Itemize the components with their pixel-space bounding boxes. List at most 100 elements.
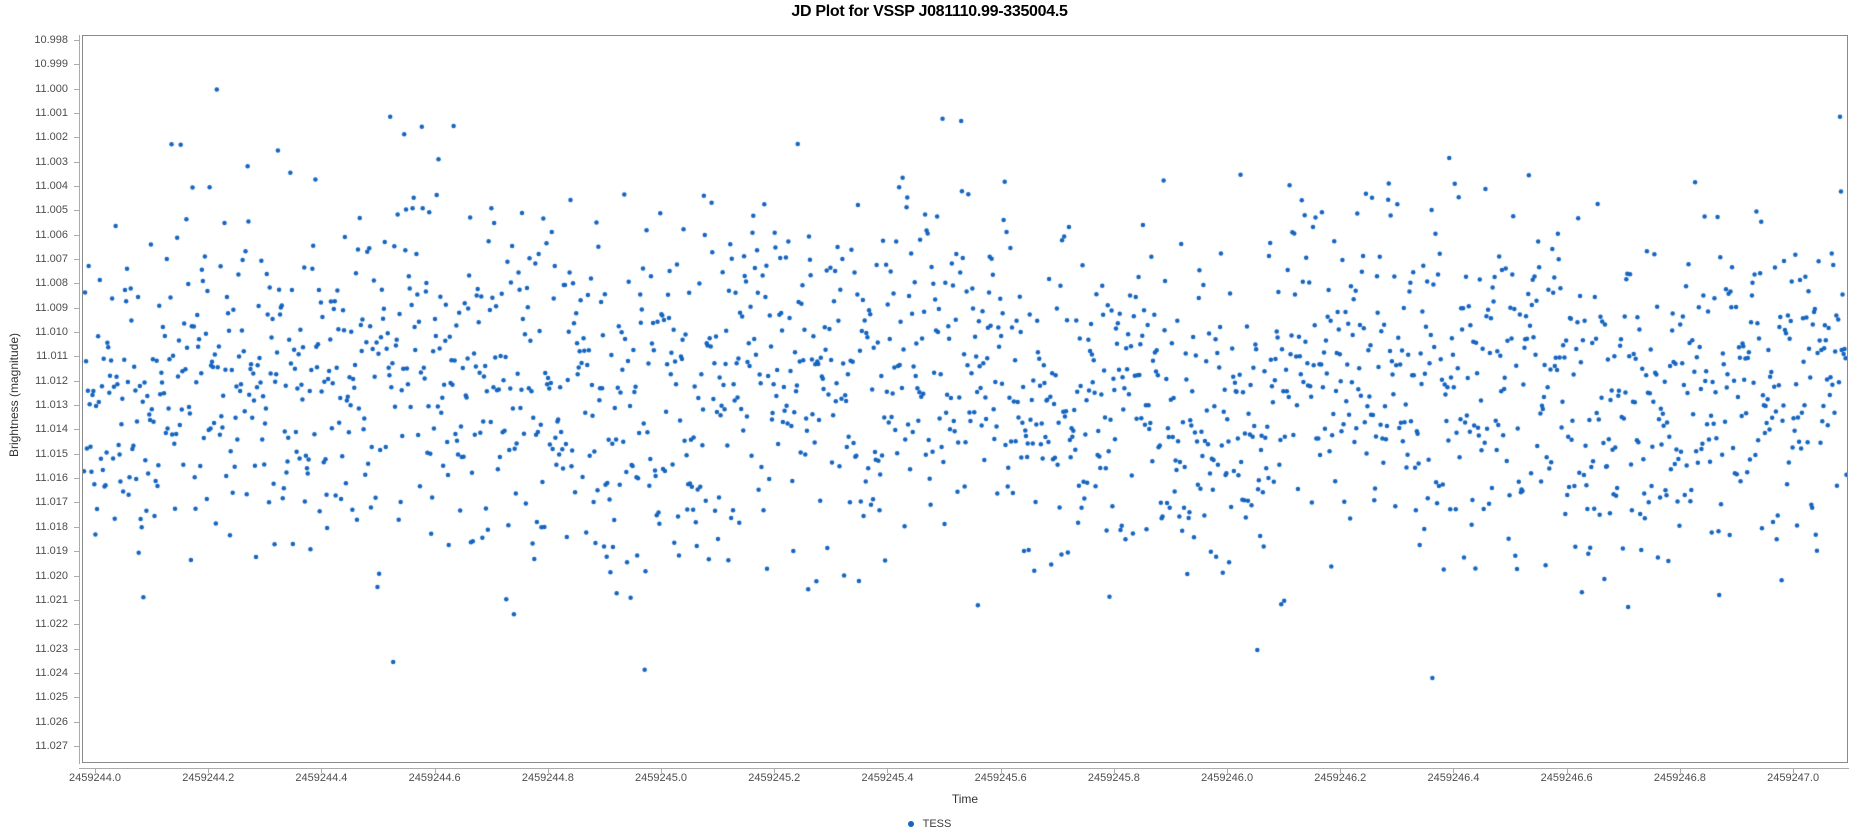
x-tick-mark <box>774 768 776 773</box>
x-tick-label: 2459245.4 <box>861 772 914 784</box>
x-tick-label: 2459246.8 <box>1653 772 1706 784</box>
y-tick-mark <box>74 429 79 431</box>
y-tick-mark <box>74 259 79 260</box>
x-tick-mark <box>1566 768 1568 773</box>
y-tick-label: 11.006 <box>35 228 68 241</box>
y-tick-mark <box>74 380 79 382</box>
x-tick-mark <box>1453 768 1455 773</box>
y-tick-mark <box>74 697 79 699</box>
x-tick-mark <box>208 768 210 773</box>
x-tick-label: 2459245.2 <box>748 772 801 784</box>
y-tick-label: 11.011 <box>35 350 68 363</box>
legend: TESS <box>0 818 1859 830</box>
x-tick-label: 2459245.0 <box>635 772 688 784</box>
y-tick-mark <box>74 478 79 480</box>
legend-label-tess: TESS <box>922 818 952 830</box>
y-tick-label: 11.019 <box>35 545 68 558</box>
x-tick-mark <box>434 768 436 773</box>
y-tick-mark <box>74 599 79 601</box>
y-tick-mark <box>74 185 79 187</box>
y-tick-mark <box>74 721 79 723</box>
y-tick-label: 11.012 <box>35 374 68 387</box>
y-tick-label: 11.015 <box>35 447 68 460</box>
y-tick-label: 11.005 <box>35 204 68 217</box>
y-tick-label: 11.000 <box>35 82 68 95</box>
y-tick-label: 11.023 <box>35 642 68 655</box>
y-tick-mark <box>74 672 79 674</box>
y-tick-label: 11.008 <box>35 277 68 290</box>
y-tick-mark <box>74 551 79 553</box>
x-tick-mark <box>1679 768 1681 773</box>
y-tick-mark <box>74 307 79 309</box>
y-tick-label: 11.016 <box>35 472 68 485</box>
y-tick-mark <box>74 112 79 114</box>
y-tick-label: 11.003 <box>35 155 68 168</box>
x-tick-label: 2459244.0 <box>69 772 122 784</box>
y-tick-mark <box>74 234 79 236</box>
x-tick-mark <box>1113 768 1115 773</box>
y-tick-label: 11.018 <box>35 520 68 533</box>
y-tick-label: 11.007 <box>35 253 68 265</box>
x-tick-mark <box>1227 768 1229 773</box>
y-tick-mark <box>74 210 79 212</box>
x-tick-label: 2459244.8 <box>521 772 574 784</box>
x-tick-label: 2459244.4 <box>295 772 348 784</box>
x-axis-title: Time <box>951 792 979 806</box>
y-tick-mark <box>74 453 79 455</box>
x-tick-mark <box>1793 768 1795 773</box>
y-tick-label: 11.009 <box>35 301 68 314</box>
y-tick-mark <box>74 88 79 90</box>
plot-area <box>82 35 1848 763</box>
x-tick-mark <box>1000 768 1002 773</box>
y-tick-mark <box>74 39 79 41</box>
y-tick-label: 11.024 <box>35 666 68 679</box>
x-tick-mark <box>1340 768 1342 773</box>
x-tick-mark <box>661 768 663 773</box>
chart-title: JD Plot for VSSP J081110.99-335004.5 <box>791 3 1068 20</box>
x-tick-label: 2459245.6 <box>974 772 1027 784</box>
y-tick-label: 11.010 <box>35 326 68 339</box>
x-tick-mark <box>547 768 549 773</box>
scatter-points-canvas <box>83 36 1847 762</box>
x-tick-label: 2459244.2 <box>182 772 235 784</box>
x-tick-label: 2459247.0 <box>1767 772 1820 784</box>
y-tick-label: 11.013 <box>35 399 68 412</box>
tess-series-marker-icon <box>907 821 914 827</box>
y-tick-mark <box>74 575 79 577</box>
y-tick-mark <box>74 745 79 747</box>
y-tick-mark <box>74 502 79 504</box>
y-tick-mark <box>74 332 79 334</box>
y-tick-label: 10.999 <box>34 58 68 71</box>
y-tick-label: 11.026 <box>35 715 68 728</box>
x-tick-label: 2459245.8 <box>1087 772 1140 784</box>
y-tick-mark <box>74 624 79 626</box>
x-axis-line <box>79 768 1849 769</box>
y-tick-mark <box>74 405 79 407</box>
y-tick-label: 11.022 <box>35 618 68 631</box>
y-tick-mark <box>74 283 79 285</box>
y-tick-mark <box>74 161 79 163</box>
y-tick-label: 11.017 <box>35 496 68 509</box>
y-tick-label: 11.014 <box>35 423 68 436</box>
x-tick-mark <box>887 768 889 773</box>
x-tick-mark <box>95 768 97 773</box>
y-tick-mark <box>74 648 79 650</box>
y-tick-label: 11.002 <box>35 131 68 144</box>
y-tick-label: 11.020 <box>35 569 68 582</box>
y-tick-mark <box>74 356 79 358</box>
y-tick-label: 11.027 <box>35 739 68 752</box>
y-tick-mark <box>74 137 79 139</box>
y-tick-label: 11.025 <box>35 691 68 704</box>
y-tick-label: 10.998 <box>34 33 68 46</box>
x-tick-label: 2459246.4 <box>1427 772 1480 784</box>
x-tick-label: 2459246.6 <box>1540 772 1593 784</box>
x-tick-mark <box>321 768 323 773</box>
x-tick-label: 2459246.2 <box>1314 772 1367 784</box>
y-tick-mark <box>74 526 79 528</box>
x-tick-label: 2459246.0 <box>1201 772 1254 784</box>
x-tick-label: 2459244.6 <box>408 772 461 784</box>
y-tick-label: 11.021 <box>35 593 68 606</box>
y-tick-label: 11.001 <box>35 106 68 119</box>
y-tick-mark <box>74 64 79 66</box>
y-tick-label: 11.004 <box>35 179 68 192</box>
